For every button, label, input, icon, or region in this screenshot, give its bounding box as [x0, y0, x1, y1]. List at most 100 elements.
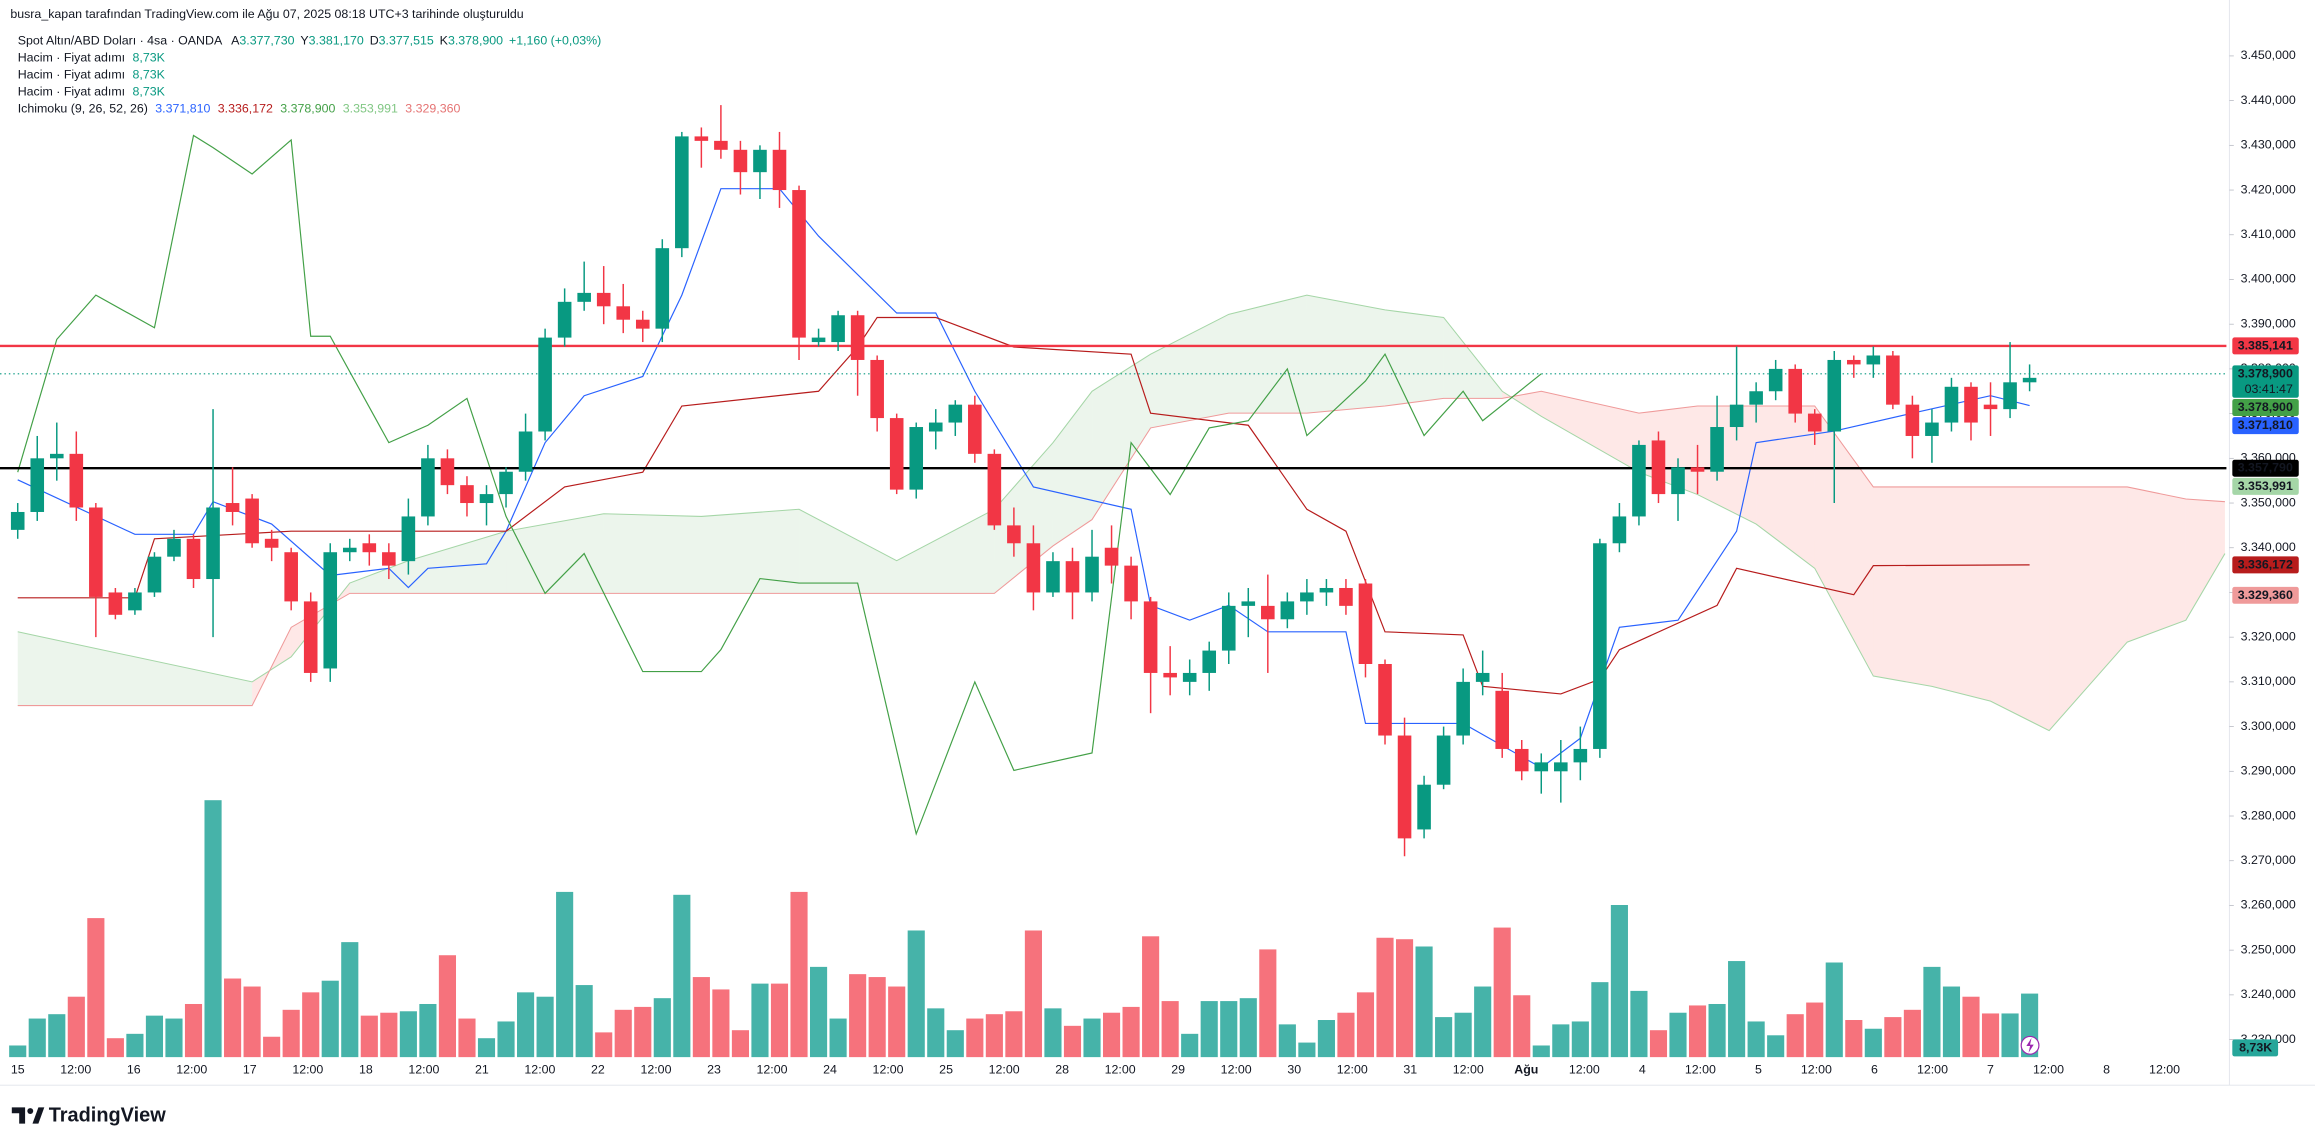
candle-body	[1651, 440, 1666, 495]
cloud-fill	[1814, 406, 1874, 677]
ohlc-value: 3.377,730	[239, 34, 294, 48]
volume-bar	[1688, 1005, 1707, 1058]
x-tick-label: 12:00	[1105, 1063, 1136, 1077]
volume-bar	[1513, 995, 1531, 1058]
candle-body	[1026, 543, 1041, 593]
candle-body	[675, 136, 689, 249]
volume-bar	[87, 918, 105, 1058]
candle-body	[968, 404, 982, 454]
y-tick-label: 3.290,000	[2241, 764, 2296, 778]
candle-body	[1475, 672, 1490, 682]
horizontal-lines	[0, 344, 2227, 470]
candles	[10, 105, 2037, 857]
volume-bar	[1317, 1020, 1335, 1058]
x-tick-label: 29	[1171, 1063, 1185, 1077]
volume-bar	[1415, 946, 1433, 1058]
x-tick-label: 17	[243, 1063, 257, 1077]
candle-body	[1065, 561, 1080, 593]
volume-bar	[1825, 962, 1843, 1058]
volume-bar	[907, 930, 925, 1058]
x-tick-label: 18	[359, 1063, 373, 1077]
volume-bar	[634, 1006, 652, 1058]
ohlc-label: D	[370, 34, 379, 48]
volume-bar	[48, 1014, 66, 1058]
candle-body	[577, 292, 591, 302]
candle-body	[1925, 422, 1939, 436]
volume-bar	[1142, 936, 1160, 1058]
candle-body	[1261, 605, 1275, 620]
candle-body	[479, 494, 494, 504]
candle-body	[1514, 748, 1529, 772]
candle-body	[323, 552, 338, 669]
candle-body	[1905, 404, 1920, 436]
volume-bar	[1884, 1017, 1902, 1058]
price-tag-label: 3.336,172	[2238, 557, 2293, 571]
ichimoku-line	[17, 188, 2030, 769]
x-tick-label: 12:00	[1221, 1063, 1252, 1077]
price-tag	[2232, 586, 2299, 604]
indicator-name: Ichimoku (9, 26, 52, 26)	[18, 102, 148, 116]
x-tick-label: 12:00	[2149, 1063, 2180, 1077]
x-tick-label: 12:00	[1917, 1063, 1948, 1077]
volume-bar	[1395, 939, 1414, 1058]
candle-body	[49, 453, 64, 459]
cloud-fill	[17, 631, 253, 706]
logo-text: TradingView	[49, 1104, 166, 1126]
volume-bar	[419, 1003, 437, 1058]
volume-bar	[1630, 990, 1648, 1058]
y-tick-label: 3.250,000	[2241, 942, 2296, 956]
x-tick-label: 12:00	[524, 1063, 555, 1077]
volume-bar	[1806, 1002, 1824, 1058]
candle-body	[1182, 672, 1197, 682]
x-tick-label: 12:00	[1453, 1063, 1484, 1077]
volume-bar	[517, 992, 535, 1058]
volume-bar	[1024, 930, 1042, 1058]
candle-body	[401, 516, 416, 562]
x-tick-label: 16	[127, 1063, 141, 1077]
x-tick-label: 12:00	[1569, 1063, 1600, 1077]
volume-bar	[809, 966, 828, 1058]
cloud-fill	[1150, 314, 1229, 428]
volume-tag-label: 8,73K	[2239, 1041, 2272, 1055]
indicator-value: 3.329,360	[405, 102, 460, 116]
y-tick-label: 3.420,000	[2241, 182, 2296, 196]
volume-bar	[1962, 996, 1980, 1058]
candle-body	[1944, 386, 1959, 423]
logo-slash	[32, 1107, 45, 1124]
price-tag	[2232, 459, 2299, 477]
indicator-value: 3.378,900	[280, 102, 335, 116]
ichimoku-cloud	[17, 294, 2226, 732]
candle-body	[342, 547, 357, 553]
volume-bar	[224, 978, 242, 1058]
candle-body	[2003, 382, 2017, 410]
price-tag-label: 3.378,900	[2238, 400, 2293, 414]
candle-body	[1358, 583, 1373, 664]
cloud-fill	[2127, 486, 2186, 643]
y-tick-label: 3.450,000	[2241, 48, 2296, 62]
indicator-value: 8,73K	[133, 85, 166, 99]
ichimoku-legend: Ichimoku (9, 26, 52, 26) 3.371,810 3.336,1…	[18, 102, 461, 116]
x-tick-label: 28	[1055, 1063, 1069, 1077]
x-tick-label: 12:00	[757, 1063, 788, 1077]
volume-bar	[1435, 1017, 1453, 1058]
candle-body	[831, 315, 845, 343]
candle-body	[1632, 444, 1646, 517]
volume-bar	[282, 1009, 300, 1058]
x-tick-label: 5	[1755, 1063, 1762, 1077]
candle-body	[1710, 427, 1724, 472]
cloud-fill	[506, 513, 604, 594]
volume-bar	[1102, 1012, 1121, 1058]
candle-body	[948, 404, 963, 423]
candle-body	[440, 458, 455, 486]
candle-body	[225, 503, 240, 512]
candle-body	[850, 315, 865, 360]
volume-bar	[360, 1015, 378, 1058]
candle-body	[1847, 359, 1861, 365]
indicator-name: Hacim · Fiyat adımı	[18, 85, 125, 99]
x-tick-label: 23	[707, 1063, 721, 1077]
volume-bar	[1767, 1035, 1785, 1058]
x-tick-label: 12:00	[640, 1063, 671, 1077]
x-tick-label: 31	[1403, 1063, 1417, 1077]
candle-body	[186, 538, 201, 580]
